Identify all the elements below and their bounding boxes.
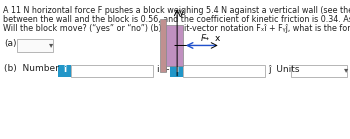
FancyBboxPatch shape [17,39,53,52]
Bar [166,25,183,66]
Text: x: x [215,34,220,43]
Text: Will the block move? (“yes” or “no”) (b) In unit-vector notation Fₓî + Fᵧĵ, what: Will the block move? (“yes” or “no”) (b)… [3,24,350,33]
Text: $F$: $F$ [200,32,207,43]
Text: ▾: ▾ [49,40,53,49]
Text: A 11 N horizontal force F pushes a block weighing 5.4 N against a vertical wall : A 11 N horizontal force F pushes a block… [3,6,350,15]
FancyBboxPatch shape [291,65,347,77]
Text: ▾: ▾ [344,65,348,74]
FancyBboxPatch shape [58,65,71,77]
Text: between the wall and the block is 0.56, and the coefficient of kinetic friction : between the wall and the block is 0.56, … [3,15,350,24]
Text: (a): (a) [4,39,16,48]
Text: y: y [178,8,184,17]
Text: ĵ  Units: ĵ Units [268,65,300,74]
Text: i +: i + [157,65,170,74]
FancyBboxPatch shape [71,65,153,77]
Text: (b)  Number: (b) Number [4,64,59,73]
Text: $\rightarrow$: $\rightarrow$ [201,36,209,42]
Bar [160,19,166,72]
Text: î: î [175,65,178,74]
Text: î: î [63,65,66,74]
FancyBboxPatch shape [170,65,183,77]
FancyBboxPatch shape [183,65,265,77]
